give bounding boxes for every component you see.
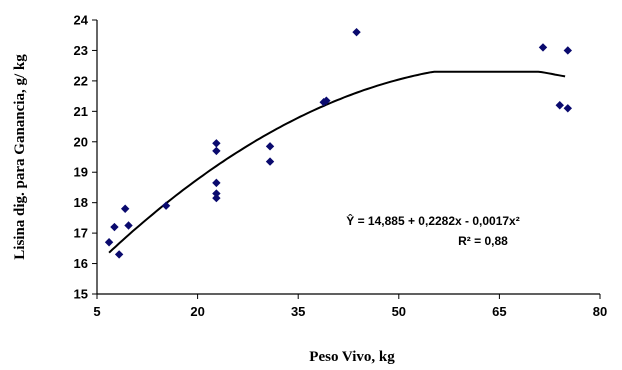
data-points (104, 27, 573, 259)
trendline (108, 70, 566, 254)
x-axis-title: Peso Vivo, kg (309, 349, 395, 365)
data-point (212, 178, 221, 188)
y-axis-title: Lisina dig. para Ganancia, g/ kg (12, 54, 28, 260)
y-tick-label: 16 (74, 256, 88, 271)
data-point (114, 250, 124, 259)
data-point (104, 238, 114, 247)
y-tick-label: 15 (74, 287, 88, 302)
y-tick-label: 23 (74, 43, 88, 58)
x-tick-label: 50 (392, 304, 406, 319)
x-tick-label: 35 (291, 304, 305, 319)
data-point (265, 157, 275, 166)
data-point (161, 201, 171, 210)
x-tick-label: 5 (93, 304, 100, 319)
y-tick-label: 21 (74, 104, 88, 119)
x-tick-label: 20 (190, 304, 204, 319)
x-tick-label: 80 (593, 304, 607, 319)
x-tick-label: 65 (492, 304, 506, 319)
y-tick-label: 19 (74, 165, 88, 180)
data-point (212, 146, 221, 156)
data-point (212, 189, 221, 198)
y-tick-label: 18 (74, 195, 88, 210)
data-point (352, 27, 361, 37)
y-tick-labels: 15 16 17 18 19 20 21 22 23 24 (74, 13, 89, 302)
data-point (265, 142, 275, 151)
data-point (322, 96, 331, 105)
data-point (538, 43, 548, 52)
data-point (212, 193, 221, 203)
axes (92, 19, 601, 299)
trendline-group (108, 70, 566, 254)
y-tick-label: 24 (74, 13, 89, 28)
y-tick-label: 17 (74, 226, 88, 241)
r-squared-label: R² = 0,88 (458, 234, 508, 248)
data-point (110, 222, 119, 232)
data-point (563, 104, 573, 113)
y-tick-label: 22 (74, 73, 88, 88)
data-point (124, 221, 133, 230)
data-point (563, 46, 573, 55)
data-point (555, 101, 564, 110)
regression-equation: Ŷ = 14,885 + 0,2282x - 0,0017x² (346, 213, 519, 228)
x-tick-labels: 5 20 35 50 65 80 (93, 304, 607, 319)
data-point (120, 204, 130, 213)
y-tick-label: 20 (74, 134, 88, 149)
data-point (212, 139, 221, 148)
